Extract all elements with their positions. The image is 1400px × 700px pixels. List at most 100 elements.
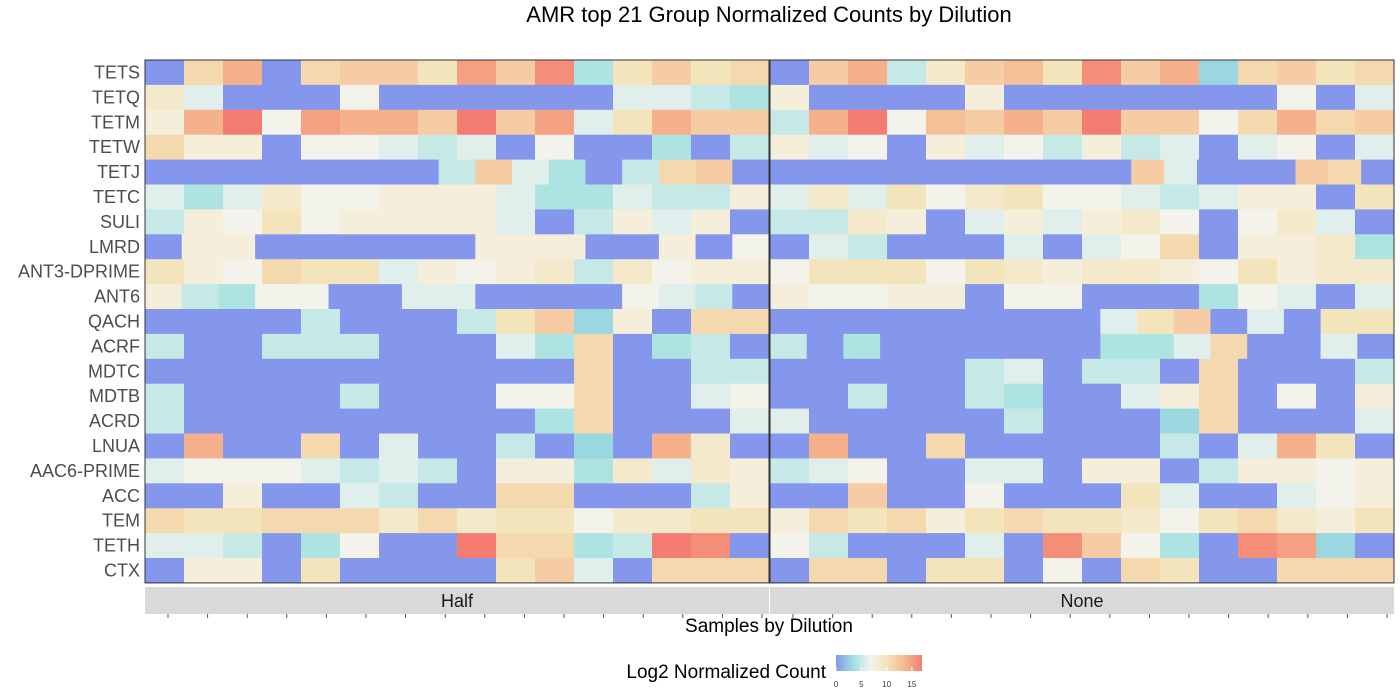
heatmap-cell [379, 483, 419, 509]
heatmap-cell [1043, 259, 1083, 285]
heatmap-cell [1238, 60, 1278, 86]
heatmap-cell [1210, 309, 1248, 335]
heatmap-cell [1320, 333, 1358, 360]
heatmap-cell [1357, 333, 1395, 360]
heatmap-cell [835, 159, 869, 185]
heatmap-cell [730, 433, 770, 459]
heatmap-cell [730, 184, 770, 210]
heatmap-cell [145, 558, 185, 584]
y-tick-label: TEM [102, 511, 140, 531]
heatmap-cell [535, 84, 575, 111]
heatmap-cell [145, 109, 185, 136]
heatmap-cell [1262, 159, 1296, 185]
heatmap-cell [1082, 433, 1122, 459]
heatmap-cell [418, 333, 458, 360]
heatmap-cell [613, 309, 653, 335]
heatmap-cell [262, 408, 302, 434]
heatmap-cell [1004, 60, 1044, 86]
heatmap-cell [730, 60, 770, 86]
heatmap-cell [809, 109, 849, 136]
heatmap-cell [965, 84, 1005, 111]
legend-title: Log2 Normalized Count [626, 662, 826, 683]
heatmap-cell [496, 458, 536, 484]
heatmap-cell [457, 508, 497, 534]
heatmap-cell [887, 358, 927, 385]
heatmap-cell [145, 383, 185, 409]
heatmap-cell [1316, 458, 1356, 484]
heatmap-cell [1199, 109, 1239, 136]
heatmap-cell [887, 558, 927, 584]
heatmap-cell [965, 184, 1005, 210]
heatmap-cell [457, 259, 497, 285]
heatmap-cell [301, 60, 341, 86]
heatmap-cell [1043, 60, 1083, 86]
heatmap-cell [1238, 84, 1278, 111]
heatmap-cell [1238, 433, 1278, 459]
heatmap-cell [770, 60, 810, 86]
heatmap-cell [184, 109, 224, 136]
heatmap-cell [1160, 508, 1200, 534]
heatmap-cell [809, 408, 849, 434]
heatmap-cell [652, 209, 692, 235]
heatmap-cell [457, 60, 497, 86]
heatmap-cell [770, 333, 808, 360]
heatmap-cell [340, 84, 380, 111]
heatmap-cell [926, 433, 966, 459]
heatmap-cell [770, 458, 810, 484]
heatmap-cell [1082, 483, 1122, 509]
heatmap-cell [184, 333, 224, 360]
heatmap-cell [770, 209, 810, 235]
heatmap-cell [301, 533, 341, 559]
heatmap-cell [843, 333, 881, 360]
heatmap-cell [1082, 109, 1122, 136]
heatmap-cell [1098, 159, 1132, 185]
heatmap-cell [457, 358, 497, 385]
heatmap-cell [328, 234, 366, 260]
heatmap-cell [262, 333, 302, 360]
heatmap-cell [1238, 508, 1278, 534]
heatmap-cell [1355, 358, 1395, 385]
heatmap-cell [262, 259, 302, 285]
heatmap-cell [965, 109, 1005, 136]
heatmap-cell [1238, 284, 1278, 310]
heatmap-cell [1160, 259, 1200, 285]
heatmap-cell [1238, 234, 1278, 260]
heatmap-cell [691, 134, 731, 160]
heatmap-cell [887, 284, 927, 310]
heatmap-cell [184, 383, 224, 409]
heatmap-cell [512, 159, 550, 185]
heatmap-cell [291, 284, 329, 310]
heatmap-cell [262, 209, 302, 235]
heatmap-cell [496, 508, 536, 534]
heatmap-cell [1199, 508, 1239, 534]
heatmap-cell [1121, 109, 1161, 136]
heatmap-cell [1355, 533, 1395, 559]
heatmap-cell [438, 159, 476, 185]
heatmap-cell [1004, 184, 1044, 210]
heatmap-cell [1082, 508, 1122, 534]
heatmap-cell [145, 508, 185, 534]
heatmap-cell [1160, 284, 1200, 310]
heatmap-cell [535, 259, 575, 285]
heatmap-cell [496, 533, 536, 559]
heatmap-cell [652, 383, 692, 409]
heatmap-cell [262, 483, 302, 509]
heatmap-cell [695, 284, 733, 310]
heatmap-cell [301, 84, 341, 111]
heatmap-cell [301, 383, 341, 409]
heatmap-cell [613, 483, 653, 509]
heatmap-cell [1004, 408, 1044, 434]
heatmap-cell [1238, 483, 1278, 509]
heatmap-cell [1277, 383, 1317, 409]
heatmap-cell [496, 358, 536, 385]
heatmap-cell [496, 333, 536, 360]
heatmap-cell [1121, 558, 1161, 584]
heatmap-cell [809, 184, 849, 210]
heatmap-cell [926, 508, 966, 534]
heatmap-cell [1199, 358, 1239, 385]
facet-strip-label: None [1060, 591, 1103, 611]
heatmap-cell [965, 284, 1005, 310]
heatmap-cell [926, 383, 966, 409]
heatmap-cell [1355, 234, 1395, 260]
heatmap-cell [418, 358, 458, 385]
